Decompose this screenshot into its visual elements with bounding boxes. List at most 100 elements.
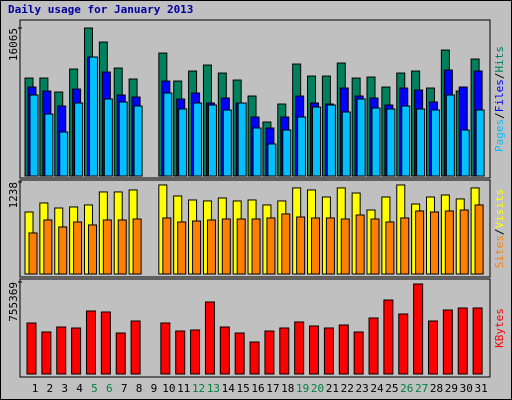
x-tick-label: 26: [400, 382, 413, 395]
bar: [475, 109, 485, 177]
bar: [236, 218, 246, 275]
legend-entry: Hits: [493, 46, 506, 73]
bar: [267, 143, 277, 177]
x-tick-label: 5: [91, 382, 98, 395]
legend: Sites/Visits: [493, 189, 506, 269]
bar: [325, 217, 335, 275]
bar: [427, 320, 438, 375]
bar: [87, 224, 97, 275]
x-tick-label: 8: [136, 382, 143, 395]
x-tick-label: 28: [430, 382, 443, 395]
bar: [445, 94, 455, 177]
x-tick-label: 10: [162, 382, 175, 395]
bar: [386, 108, 396, 177]
x-tick-label: 20: [311, 382, 324, 395]
bar: [219, 326, 230, 375]
x-tick-label: 22: [341, 382, 354, 395]
bar: [74, 102, 84, 177]
bar: [133, 105, 143, 177]
x-tick-label: 19: [296, 382, 309, 395]
bar: [204, 301, 215, 375]
x-tick-label: 17: [266, 382, 279, 395]
bar: [415, 210, 425, 275]
x-tick-label: 3: [61, 382, 68, 395]
x-tick-label: 16: [251, 382, 264, 395]
bar: [192, 220, 202, 275]
bar: [383, 299, 394, 375]
bar: [282, 129, 292, 177]
x-tick-label: 2: [47, 382, 54, 395]
bar: [413, 283, 424, 375]
bar: [323, 327, 334, 375]
legend-entry: Files: [493, 79, 506, 112]
legend: Pages/Files/Hits: [493, 46, 506, 152]
bar: [117, 219, 127, 275]
bar: [294, 321, 305, 375]
y-tick-label: 16065: [7, 28, 20, 61]
bar: [401, 105, 411, 177]
x-tick-label: 7: [121, 382, 128, 395]
bar: [222, 109, 232, 177]
x-tick-label: 31: [474, 382, 487, 395]
bar: [29, 94, 39, 177]
bar: [28, 232, 38, 275]
x-tick-label: 9: [151, 382, 158, 395]
bar: [221, 218, 231, 275]
bar: [118, 101, 128, 177]
y-tick-label: 755369: [7, 282, 20, 322]
bar: [132, 218, 142, 275]
bar: [429, 211, 439, 275]
bar: [459, 209, 469, 275]
bar: [206, 219, 216, 275]
legend-entry: Sites: [493, 235, 506, 268]
bar: [326, 104, 336, 177]
bar: [266, 217, 276, 275]
bar: [398, 313, 409, 375]
bar: [56, 326, 67, 375]
bar: [279, 327, 290, 375]
x-tick-label: 13: [207, 382, 220, 395]
bar: [400, 217, 410, 275]
bar: [444, 210, 454, 275]
bar: [296, 216, 306, 275]
legend: KBytes: [493, 308, 506, 348]
bar: [88, 56, 98, 177]
x-tick-label: 11: [177, 382, 190, 395]
bar: [85, 310, 96, 375]
x-tick-label: 30: [460, 382, 473, 395]
x-tick-label: 24: [370, 382, 384, 395]
bar: [460, 129, 470, 177]
bar: [297, 116, 307, 177]
y-tick-label: 1238: [7, 182, 20, 209]
bar: [58, 226, 68, 275]
bar: [416, 108, 426, 177]
x-tick-label: 23: [356, 382, 369, 395]
bar: [59, 131, 69, 177]
bar: [264, 330, 275, 375]
bar: [26, 322, 37, 375]
bar: [178, 108, 188, 177]
bar: [356, 98, 366, 177]
bar: [175, 330, 186, 375]
x-tick-label: 12: [192, 382, 205, 395]
bar: [115, 332, 126, 375]
bar: [371, 107, 381, 177]
x-tick-label: 27: [415, 382, 428, 395]
bar: [368, 317, 379, 375]
bar: [44, 113, 54, 177]
bar: [71, 327, 82, 375]
bar: [41, 331, 52, 375]
bar: [102, 219, 112, 275]
bar: [309, 325, 320, 375]
bar: [355, 214, 365, 275]
x-tick-label: 6: [106, 382, 113, 395]
bar: [430, 109, 440, 177]
bar: [103, 98, 113, 177]
bar: [457, 307, 468, 375]
bar: [237, 102, 247, 177]
bar: [73, 221, 83, 275]
bar: [252, 127, 262, 177]
bar: [472, 307, 483, 375]
legend-separator: /: [493, 112, 506, 119]
x-tick-label: 4: [76, 382, 83, 395]
